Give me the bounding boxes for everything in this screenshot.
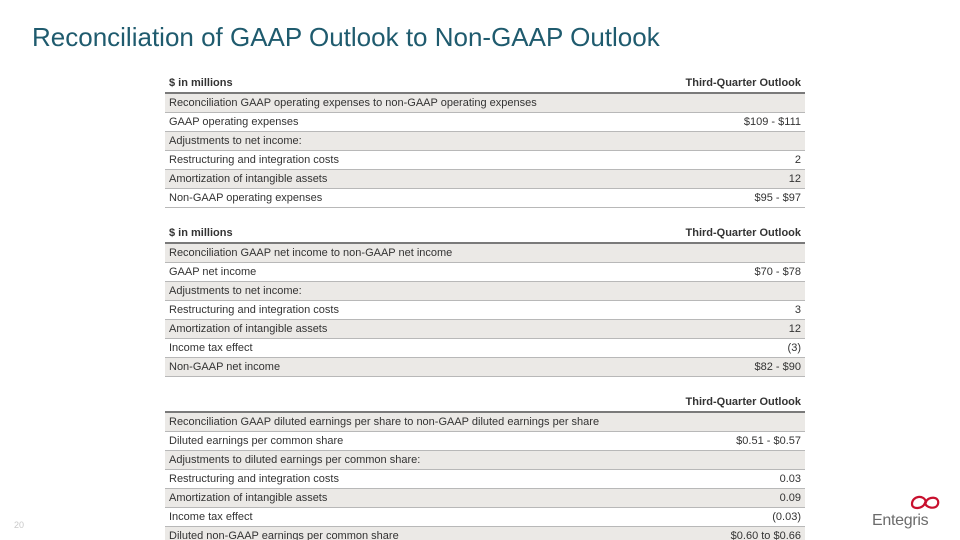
reconciliation-table: $ in millionsThird-Quarter OutlookReconc… [165,224,805,377]
column-header-right: Third-Quarter Outlook [614,224,805,243]
table-row: Income tax effect(0.03) [165,508,805,527]
table-row: GAAP net income$70 - $78 [165,263,805,282]
row-value [647,93,805,113]
row-value: 12 [614,320,805,339]
row-label: Diluted non-GAAP earnings per common sha… [165,527,664,540]
page-number: 20 [14,520,24,530]
row-value [664,451,805,470]
table-row: Non-GAAP operating expenses$95 - $97 [165,189,805,208]
row-label: Non-GAAP operating expenses [165,189,647,208]
table-row: Adjustments to net income: [165,132,805,151]
row-value: 0.03 [664,470,805,489]
column-header-left: $ in millions [165,74,647,93]
row-label: Income tax effect [165,508,664,527]
company-logo: Entegris [872,496,942,530]
row-label: Reconciliation GAAP net income to non-GA… [165,243,614,263]
table-row: Amortization of intangible assets12 [165,170,805,189]
row-value: 0.09 [664,489,805,508]
table-row: Restructuring and integration costs0.03 [165,470,805,489]
row-label: Amortization of intangible assets [165,170,647,189]
row-value: 3 [614,301,805,320]
row-value [664,412,805,432]
table-row: Diluted non-GAAP earnings per common sha… [165,527,805,540]
row-label: Restructuring and integration costs [165,151,647,170]
row-label: GAAP operating expenses [165,113,647,132]
row-label: Diluted earnings per common share [165,432,664,451]
row-label: Restructuring and integration costs [165,470,664,489]
table-row: Diluted earnings per common share$0.51 -… [165,432,805,451]
row-label: GAAP net income [165,263,614,282]
row-value: $109 - $111 [647,113,805,132]
page-title: Reconciliation of GAAP Outlook to Non-GA… [32,22,660,53]
row-value: (3) [614,339,805,358]
row-value: $0.60 to $0.66 [664,527,805,540]
row-value [614,282,805,301]
row-label: Amortization of intangible assets [165,320,614,339]
row-value: (0.03) [664,508,805,527]
row-value [614,243,805,263]
row-value: $70 - $78 [614,263,805,282]
row-label: Income tax effect [165,339,614,358]
row-value: $0.51 - $0.57 [664,432,805,451]
row-label: Non-GAAP net income [165,358,614,377]
row-value: $95 - $97 [647,189,805,208]
table-row: Restructuring and integration costs3 [165,301,805,320]
row-label: Reconciliation GAAP diluted earnings per… [165,412,664,432]
table-row: Income tax effect(3) [165,339,805,358]
table-row: Reconciliation GAAP operating expenses t… [165,93,805,113]
logo-swirl-icon [908,492,942,510]
table-row: Non-GAAP net income$82 - $90 [165,358,805,377]
reconciliation-table: $ in millionsThird-Quarter OutlookReconc… [165,74,805,208]
row-value [647,132,805,151]
column-header-left: $ in millions [165,224,614,243]
table-row: Amortization of intangible assets0.09 [165,489,805,508]
row-value: $82 - $90 [614,358,805,377]
table-row: GAAP operating expenses$109 - $111 [165,113,805,132]
reconciliation-table: Third-Quarter OutlookReconciliation GAAP… [165,393,805,540]
row-label: Reconciliation GAAP operating expenses t… [165,93,647,113]
table-row: Reconciliation GAAP net income to non-GA… [165,243,805,263]
tables-container: $ in millionsThird-Quarter OutlookReconc… [165,74,805,540]
table-row: Adjustments to net income: [165,282,805,301]
row-label: Amortization of intangible assets [165,489,664,508]
column-header-right: Third-Quarter Outlook [664,393,805,412]
table-row: Reconciliation GAAP diluted earnings per… [165,412,805,432]
column-header-right: Third-Quarter Outlook [647,74,805,93]
row-value: 12 [647,170,805,189]
row-label: Adjustments to net income: [165,282,614,301]
column-header-left [165,393,664,412]
table-row: Amortization of intangible assets12 [165,320,805,339]
table-row: Adjustments to diluted earnings per comm… [165,451,805,470]
logo-text: Entegris [872,512,928,529]
row-value: 2 [647,151,805,170]
row-label: Restructuring and integration costs [165,301,614,320]
row-label: Adjustments to net income: [165,132,647,151]
table-row: Restructuring and integration costs2 [165,151,805,170]
row-label: Adjustments to diluted earnings per comm… [165,451,664,470]
